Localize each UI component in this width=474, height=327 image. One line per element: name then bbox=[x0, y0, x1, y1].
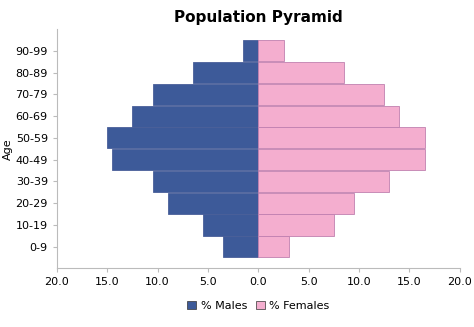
Bar bbox=[258, 215, 334, 235]
Legend: % Males, % Females: % Males, % Females bbox=[183, 296, 334, 315]
Bar bbox=[258, 106, 399, 127]
Bar bbox=[107, 127, 258, 148]
Bar bbox=[258, 193, 354, 214]
Bar bbox=[132, 106, 258, 127]
Bar bbox=[112, 149, 258, 170]
Bar bbox=[203, 215, 258, 235]
Bar bbox=[258, 40, 283, 61]
Bar bbox=[258, 62, 344, 83]
Bar bbox=[258, 127, 425, 148]
Bar bbox=[258, 149, 425, 170]
Bar bbox=[193, 62, 258, 83]
Bar bbox=[258, 171, 389, 192]
Bar bbox=[153, 171, 258, 192]
Bar bbox=[223, 236, 258, 257]
Bar bbox=[153, 84, 258, 105]
Bar bbox=[243, 40, 258, 61]
Bar bbox=[258, 236, 289, 257]
Bar bbox=[258, 84, 384, 105]
Bar bbox=[168, 193, 258, 214]
Title: Population Pyramid: Population Pyramid bbox=[174, 10, 343, 26]
Y-axis label: Age: Age bbox=[3, 138, 13, 160]
